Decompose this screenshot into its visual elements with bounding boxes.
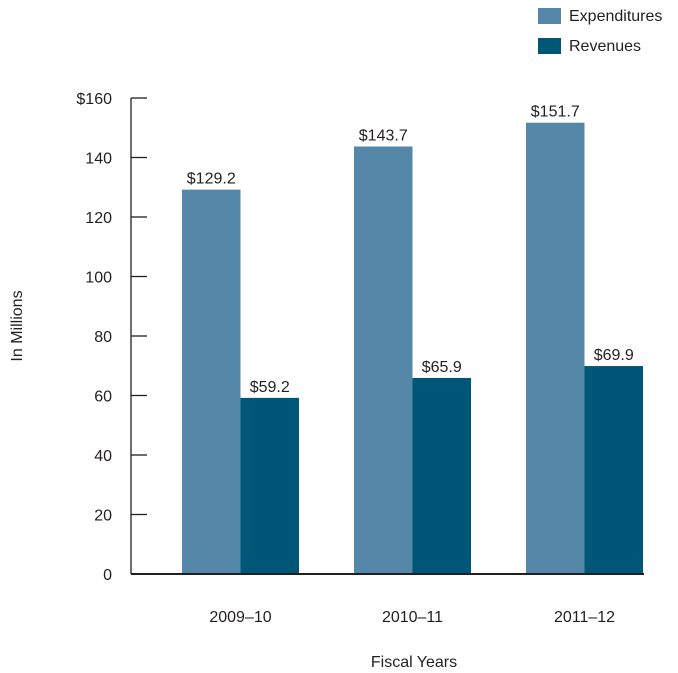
legend-swatch-revenues [538, 38, 561, 54]
y-tick-label: 60 [94, 389, 112, 406]
data-label: $143.7 [359, 127, 408, 144]
y-tick-label: 120 [85, 210, 112, 227]
legend-swatch-expenditures [538, 8, 561, 24]
legend-label: Expenditures [569, 8, 662, 25]
legend-label: Revenues [569, 38, 641, 55]
y-tick-label: 40 [94, 448, 112, 465]
y-tick-label: 100 [85, 270, 112, 287]
x-axis: 2009–10 2010–11 2011–12 [131, 573, 644, 626]
x-tick-label: 2009–10 [209, 609, 271, 626]
data-label: $129.2 [187, 171, 236, 188]
x-tick-label: 2011–12 [554, 609, 615, 626]
bar-expenditures [526, 122, 585, 574]
bars: $129.2 $59.2 $143.7 $65.9 $151.7 $69.9 [182, 104, 643, 574]
data-label: $65.9 [422, 359, 462, 376]
y-tick-label: 0 [103, 567, 112, 584]
y-axis: 0 20 40 60 80 100 120 140 $160 [76, 91, 147, 584]
bar-revenues [412, 377, 471, 574]
legend: Expenditures Revenues [538, 8, 662, 55]
y-tick-label: 80 [94, 329, 112, 346]
data-label: $69.9 [594, 347, 634, 364]
bar-revenues [240, 397, 299, 574]
x-tick-label: 2010–11 [382, 609, 443, 626]
bar-expenditures [354, 146, 413, 574]
bar-expenditures [182, 189, 241, 574]
y-tick-label: 140 [85, 151, 112, 168]
data-label: $59.2 [250, 379, 290, 396]
x-axis-title: Fiscal Years [371, 654, 457, 671]
data-label: $151.7 [531, 104, 580, 121]
bar-revenues [584, 366, 643, 574]
y-axis-title: In Millions [9, 290, 26, 361]
y-tick-label: 20 [94, 508, 112, 525]
y-tick-label: $160 [76, 91, 112, 108]
